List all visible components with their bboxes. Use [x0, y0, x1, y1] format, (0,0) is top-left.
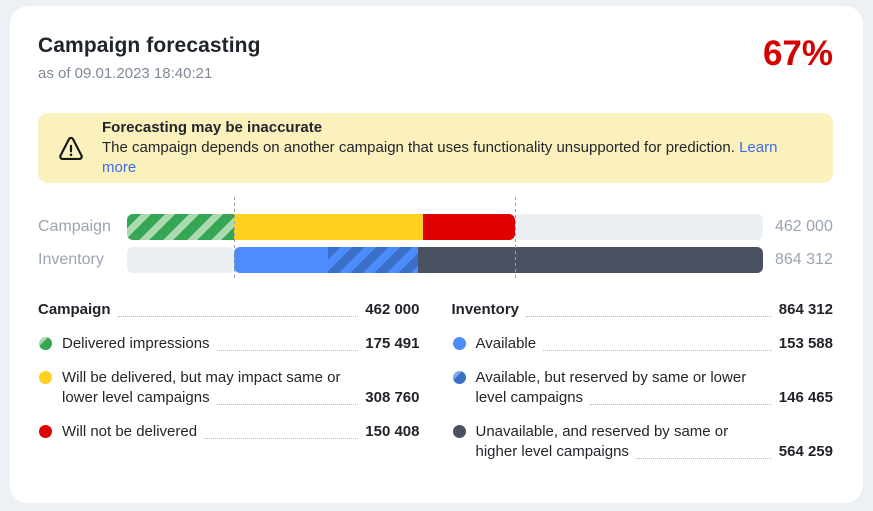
bar-segments-group — [127, 214, 516, 240]
inventory-bar-track — [127, 247, 763, 273]
campaign-bar-label: Campaign — [38, 218, 111, 235]
forecast-timestamp: as of 09.01.2023 18:40:21 — [38, 65, 213, 82]
legend-item: Delivered impressions 175 491 — [38, 334, 420, 354]
warning-title: Forecasting may be inaccurate — [102, 119, 323, 136]
forecast-bars: Campaign 462 000 Inventory 864 312 — [38, 197, 833, 279]
green-striped-swatch-icon — [39, 337, 52, 350]
page-title: Campaign forecasting — [38, 34, 261, 57]
bar-segment-delivered-impressions — [127, 214, 235, 240]
campaign-bar-row: Campaign 462 000 — [38, 214, 833, 240]
bar-offset-track — [127, 247, 235, 273]
yellow-swatch-icon — [39, 371, 52, 384]
legend-item-text: Will not be delivered 150 408 — [62, 422, 420, 442]
legend-column-inventory: Inventory 864 312 Available 153 588 Availa… — [452, 300, 834, 462]
legend-items-campaign: Delivered impressions 175 491 Will be deli… — [38, 334, 420, 442]
dotted-leader — [216, 350, 359, 351]
legend-column-campaign: Campaign 462 000 Delivered impressions 17… — [38, 300, 420, 462]
legend-item: Available 153 588 — [452, 334, 834, 354]
header: Campaign forecasting as of 09.01.2023 18… — [38, 34, 833, 82]
legend-header-title: Campaign — [38, 301, 111, 318]
legend-item-label: Available — [475, 335, 537, 352]
legend-header-campaign: Campaign 462 000 — [38, 300, 420, 320]
dotted-leader — [526, 316, 772, 317]
legend-item-last-line: lower level campaigns 308 760 — [62, 388, 420, 408]
warning-message: The campaign depends on another campaign… — [102, 139, 735, 156]
legend-header-title: Inventory — [451, 301, 520, 318]
legend-item-text: Available 153 588 — [476, 334, 834, 354]
legend-item-value: 308 760 — [365, 389, 420, 406]
dotted-leader — [117, 316, 359, 317]
bar-segments-group — [234, 247, 763, 273]
forecast-percent-value: 67% — [762, 34, 833, 73]
legend-items-inventory: Available 153 588 Available, but reserved … — [452, 334, 834, 462]
legend-item-label: higher level campaigns — [475, 443, 629, 460]
warning-message-line: The campaign depends on another campaign… — [102, 138, 813, 178]
legend-header-total: 864 312 — [778, 301, 833, 318]
campaign-forecasting-card: Campaign forecasting as of 09.01.2023 18… — [10, 6, 863, 503]
bar-segment-available — [234, 247, 329, 273]
legend-item-value: 146 465 — [778, 389, 833, 406]
legend-item-last-line: higher level campaigns 564 259 — [476, 442, 834, 462]
legend-header-total: 462 000 — [365, 301, 420, 318]
legend-item-last-line: level campaigns 146 465 — [476, 388, 834, 408]
legend: Campaign 462 000 Delivered impressions 17… — [38, 300, 833, 462]
legend-item-label: Delivered impressions — [62, 335, 210, 352]
warning-text-block: Forecasting may be inaccurate The campai… — [102, 118, 813, 178]
legend-item-last-line: Available 153 588 — [476, 334, 834, 354]
legend-item-text: Delivered impressions 175 491 — [62, 334, 420, 354]
blue-striped-swatch-icon — [452, 371, 466, 384]
header-text-block: Campaign forecasting as of 09.01.2023 18… — [38, 34, 261, 82]
legend-item: Unavailable, and reserved by same or high… — [452, 422, 834, 462]
legend-item-label: lower level campaigns — [62, 389, 210, 406]
legend-header-inventory: Inventory 864 312 — [452, 300, 834, 320]
legend-item-label: Will be delivered, but may impact same o… — [62, 369, 341, 386]
legend-item-last-line: Delivered impressions 175 491 — [62, 334, 420, 354]
bar-segment-will-be-delivered-may-impact — [234, 214, 424, 240]
blue-swatch-icon — [452, 337, 466, 350]
bar-remainder-track — [515, 214, 763, 240]
inventory-bar-row: Inventory 864 312 — [38, 247, 833, 273]
legend-item-label: Available, but reserved by same or lower — [475, 369, 747, 386]
bar-segment-unavailable-reserved-higher — [417, 247, 763, 273]
legend-item-value: 564 259 — [778, 443, 833, 460]
legend-item-text: Available, but reserved by same or lower… — [476, 368, 834, 408]
campaign-bar-track — [127, 214, 763, 240]
legend-item-label: level campaigns — [475, 389, 584, 406]
dotted-leader — [590, 404, 772, 405]
dotted-leader — [216, 404, 359, 405]
dotted-leader — [543, 350, 772, 351]
warning-triangle-icon — [56, 134, 86, 162]
legend-item-value: 153 588 — [778, 335, 833, 352]
legend-item-last-line: Will not be delivered 150 408 — [62, 422, 420, 442]
inventory-bar-total: 864 312 — [775, 251, 833, 268]
legend-item: Will not be delivered 150 408 — [38, 422, 420, 442]
legend-item-value: 175 491 — [365, 335, 420, 352]
legend-item-text: Unavailable, and reserved by same or high… — [476, 422, 834, 462]
legend-item-label: Unavailable, and reserved by same or — [475, 423, 729, 440]
legend-item-label: Will not be delivered — [62, 423, 198, 440]
bar-segment-available-reserved-lower — [328, 247, 418, 273]
bar-segment-will-not-be-delivered — [423, 214, 516, 240]
slate-swatch-icon — [452, 425, 466, 438]
inventory-bar-label: Inventory — [38, 251, 104, 268]
dotted-leader — [204, 438, 359, 439]
red-swatch-icon — [39, 425, 52, 438]
legend-item: Will be delivered, but may impact same o… — [38, 368, 420, 408]
legend-item-text: Will be delivered, but may impact same o… — [62, 368, 420, 408]
legend-item-value: 150 408 — [365, 423, 420, 440]
legend-item: Available, but reserved by same or lower… — [452, 368, 834, 408]
campaign-bar-total: 462 000 — [775, 218, 833, 235]
learn-more-link[interactable]: Learn more — [102, 139, 778, 176]
warning-banner: Forecasting may be inaccurate The campai… — [38, 113, 833, 183]
dotted-leader — [635, 458, 772, 459]
